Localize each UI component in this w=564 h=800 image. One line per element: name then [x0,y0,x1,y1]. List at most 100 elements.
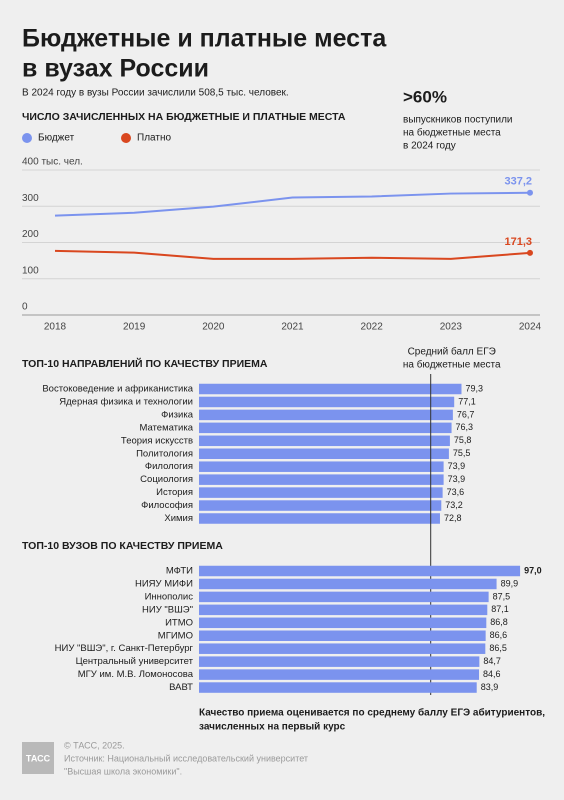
bar [199,513,440,524]
bar [199,630,486,641]
bar [199,565,521,577]
highlight-text: на бюджетные места [403,127,501,139]
value-label: 87,5 [493,591,511,601]
bar [199,435,450,447]
bar [199,383,462,395]
highlight-text: выпускников поступили [403,115,513,126]
y-tick-label: 200 [22,229,39,240]
value-label: 75,5 [453,448,471,458]
note: зачисленных на первый курс [199,722,346,733]
source: Источник: Национальный исследовательский… [64,753,308,763]
line [54,191,531,217]
x-tick-label: 2023 [440,322,463,333]
value-label: 97,0 [524,565,542,575]
reference-label: на бюджетные места [403,359,501,371]
category-label: Иннополис [145,591,194,602]
value-label: 73,9 [448,461,466,471]
chart-title: ТОП-10 НАПРАВЛЕНИЙ ПО КАЧЕСТВУ ПРИЕМА [22,357,268,370]
value-label: 86,5 [489,643,507,653]
value-label: 73,2 [445,500,463,510]
bar [199,448,449,459]
category-label: Математика [139,422,193,433]
bar [199,604,488,616]
subtitle: В 2024 году в вузы России зачислили 508,… [22,88,289,99]
chart-title: ЧИСЛО ЗАЧИСЛЕННЫХ НА БЮДЖЕТНЫЕ И ПЛАТНЫЕ… [22,111,346,123]
note: Качество приема оценивается по среднему … [199,707,545,719]
line [54,249,531,260]
value-label: 84,7 [483,656,501,666]
value-label: 75,8 [454,435,472,445]
highlight: >60% [403,87,447,106]
category-label: МГИМО [158,630,193,641]
title: в вузах России [22,55,209,83]
category-label: История [156,487,193,498]
x-tick-label: 2018 [44,322,67,333]
legend-marker [121,133,131,143]
y-tick-label: 400 тыс. чел. [22,157,83,168]
category-label: Социология [140,474,193,485]
value-label: 77,1 [458,396,476,406]
copyright: © ТАСС, 2025. [64,740,125,750]
bar [199,591,489,603]
value-label: 73,6 [447,487,465,497]
category-label: Химия [164,513,193,524]
bar [199,656,480,667]
value-label: 171,3 [504,236,532,248]
x-tick-label: 2019 [123,322,146,333]
point [527,249,533,256]
bar [199,617,487,629]
category-label: Философия [141,500,193,511]
bar [199,500,442,511]
bar [199,474,444,485]
value-label: 76,7 [457,409,475,419]
value-label: 83,9 [481,682,499,692]
logo: ТАСС [26,753,51,763]
bar [199,409,453,421]
bar [199,682,477,693]
value-label: 87,1 [491,604,509,614]
bar [199,669,480,680]
category-label: Теория искусств [121,435,193,446]
category-label: МФТИ [166,566,193,577]
category-label: МГУ им. М.В. Ломоносова [78,669,194,680]
y-tick-label: 300 [22,193,39,204]
x-tick-label: 2020 [202,322,225,333]
bar [199,461,444,472]
category-label: ВАВТ [169,682,193,693]
value-label: 84,6 [483,669,501,679]
category-label: Центральный университет [76,656,194,667]
x-tick-label: 2024 [519,322,542,333]
bar [199,643,486,654]
value-label: 72,8 [444,513,462,523]
logo-box [22,742,54,774]
category-label: Физика [161,409,194,420]
point [527,189,533,196]
value-label: 89,9 [501,578,519,588]
bar [199,396,455,408]
title: Бюджетные и платные места [22,25,387,53]
legend-label: Бюджет [38,133,75,144]
category-label: Ядерная физика и технологии [59,396,193,407]
category-label: ИТМО [165,617,193,628]
y-tick-label: 0 [22,302,28,313]
y-tick-label: 100 [22,265,39,276]
bar [199,487,443,498]
x-tick-label: 2022 [361,322,384,333]
value-label: 76,3 [456,422,474,432]
value-label: 86,6 [490,630,508,640]
bar [199,578,497,590]
legend-marker [22,133,32,143]
category-label: НИУ "ВШЭ" [142,604,193,615]
category-label: Политология [136,448,193,459]
source: "Высшая школа экономики". [64,766,182,776]
category-label: Востоковедение и африканистика [42,384,193,395]
legend-label: Платно [137,133,171,144]
value-label: 73,9 [448,474,466,484]
x-tick-label: 2021 [281,322,304,333]
bar [199,422,452,434]
value-label: 337,2 [504,176,532,188]
chart-title: ТОП-10 ВУЗОВ ПО КАЧЕСТВУ ПРИЕМА [22,540,223,552]
category-label: НИУ "ВШЭ", г. Санкт-Петербург [55,643,194,654]
